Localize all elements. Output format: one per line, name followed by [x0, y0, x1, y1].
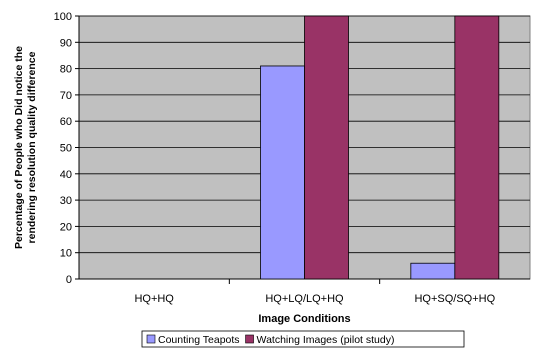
bar	[260, 65, 305, 280]
y-axis-title-line: rendering resolution quality difference	[26, 51, 38, 243]
bar	[454, 15, 500, 280]
y-tick-label: 50	[60, 143, 72, 155]
legend-label: Watching Images (pilot study)	[257, 334, 395, 346]
legend-label: Counting Teapots	[158, 334, 240, 346]
legend-swatch	[146, 334, 156, 344]
y-tick-label: 90	[60, 37, 72, 49]
y-tick-label: 70	[60, 90, 72, 102]
y-tick-label: 100	[54, 11, 72, 23]
x-tick-label: HQ+LQ/LQ+HQ	[265, 293, 344, 305]
legend-swatch	[245, 334, 254, 344]
y-tick-label: 0	[66, 274, 72, 286]
x-axis-title: Image Conditions	[258, 313, 350, 325]
y-tick-label: 20	[60, 221, 72, 233]
legend-box	[141, 330, 465, 348]
y-tick-label: 40	[60, 169, 72, 181]
x-tick-label: HQ+SQ/SQ+HQ	[414, 293, 495, 305]
y-tick-label: 60	[60, 116, 72, 128]
y-tick-label: 30	[60, 195, 72, 207]
x-tick-label: HQ+HQ	[134, 293, 174, 305]
bar	[304, 15, 349, 280]
y-tick-label: 10	[60, 248, 72, 260]
bar	[410, 262, 456, 280]
y-axis-title-line: Percentage of People who Did notice the	[13, 46, 25, 249]
y-tick-label: 80	[60, 64, 72, 76]
